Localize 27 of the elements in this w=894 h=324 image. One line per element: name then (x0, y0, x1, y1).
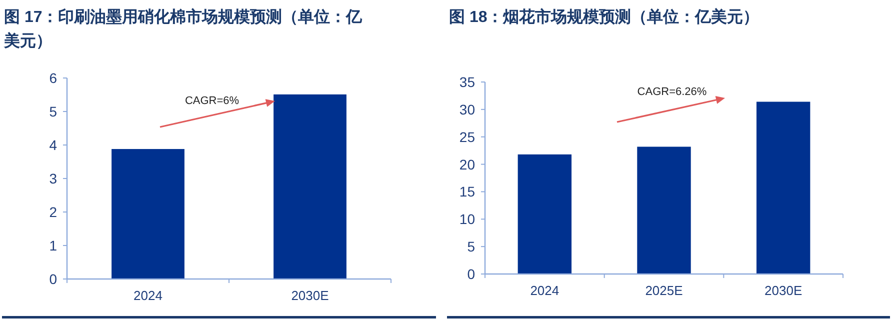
bar (518, 154, 572, 274)
y-tick-label: 10 (459, 211, 476, 228)
y-tick-label: 0 (49, 271, 58, 287)
x-tick-label: 2030E (291, 288, 330, 303)
y-tick-label: 5 (467, 238, 476, 255)
y-tick-label: 4 (49, 137, 58, 153)
y-tick-label: 2 (49, 204, 58, 220)
y-tick-label: 5 (49, 104, 58, 120)
x-tick-label: 2030E (764, 283, 802, 298)
y-tick-label: 15 (459, 184, 476, 200)
y-tick-label: 35 (459, 74, 476, 90)
y-tick-label: 1 (49, 238, 58, 254)
bar (637, 146, 691, 274)
y-tick-label: 20 (459, 156, 476, 172)
chart-title: 图 17：印刷油墨用硝化棉市场规模预测（单位：亿美元） (3, 8, 364, 50)
y-tick-label: 0 (467, 266, 476, 282)
annotation: CAGR=6.26% (637, 86, 707, 98)
y-tick-label: 3 (49, 170, 58, 186)
x-tick-label: 2024 (530, 283, 560, 298)
annotation: CAGR=6% (184, 95, 240, 107)
chart-title: 图 18：烟花市场规模预测（单位：亿美元） (449, 7, 760, 26)
y-tick-label: 25 (459, 128, 476, 145)
x-tick-label: 2025E (645, 283, 684, 298)
bar (756, 102, 810, 274)
y-tick-label: 6 (49, 70, 58, 86)
x-tick-label: 2024 (134, 288, 162, 303)
y-tick-label: 30 (459, 101, 476, 118)
